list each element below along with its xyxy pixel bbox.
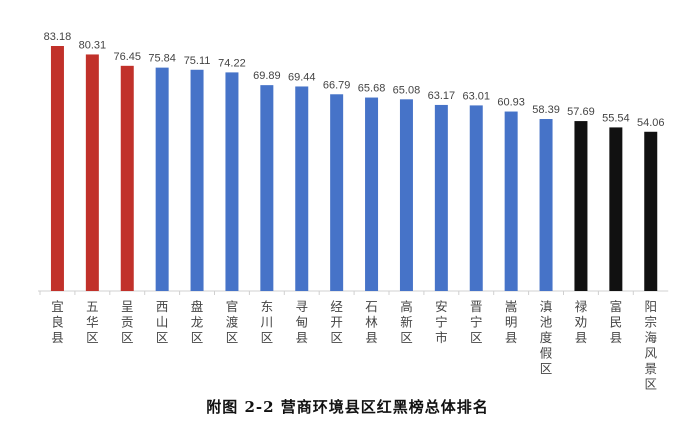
data-label: 63.17 [428,90,456,102]
x-tick-label: 五华区 [86,299,99,345]
x-tick-label: 禄劝县 [575,299,588,345]
bar [434,104,448,292]
bar [190,69,204,292]
bar [399,99,413,291]
data-label: 74.22 [218,57,246,69]
x-tick-label: 官渡区 [226,299,239,345]
data-label: 66.79 [323,79,351,91]
x-tick-label: 晋宁区 [470,299,483,345]
bar [330,94,344,292]
x-tick-label: 嵩明县 [505,299,518,345]
x-tick-label: 安宁市 [435,299,448,345]
data-label: 65.68 [358,83,386,95]
bar [50,46,64,291]
x-tick-label: 经开区 [330,299,343,345]
data-label: 75.11 [184,55,211,67]
data-label: 55.54 [602,112,630,124]
x-tick-label: 滇池度假区 [540,299,553,376]
data-label: 57.69 [567,106,595,118]
data-label: 65.08 [393,84,421,96]
data-label: 58.39 [532,104,560,116]
data-label: 69.44 [288,71,316,83]
chart-title: 附图 2-2 营商环境县区红黑榜总体排名 [206,398,489,416]
bar [469,105,483,291]
data-label: 80.31 [79,39,107,51]
bar [365,97,379,291]
data-label: 76.45 [113,51,141,63]
x-tick-label: 阳宗海风景区 [644,299,657,392]
bar [295,86,309,291]
x-tick-label: 石林县 [365,299,378,345]
data-label: 63.01 [462,90,490,102]
data-label: 75.84 [148,53,176,65]
bar [539,119,553,291]
data-label: 69.89 [253,70,281,82]
x-tick-label: 富民县 [610,299,623,345]
data-label: 54.06 [637,117,665,129]
bar [504,111,518,291]
bar [574,121,588,292]
bar [225,72,239,291]
data-label: 60.93 [497,97,525,109]
bar [609,127,623,291]
x-tick-label: 东川区 [261,299,274,345]
bar [120,65,134,292]
bar [85,54,99,291]
x-tick-label: 呈贡区 [121,299,134,345]
x-tick-label: 寻甸县 [295,299,308,345]
x-tick-label: 西山区 [156,299,169,345]
bar [260,85,274,291]
x-tick-label: 高新区 [400,299,413,345]
bar [644,131,658,291]
x-tick-label: 盘龙区 [191,299,204,345]
data-label: 83.18 [44,31,72,43]
x-tick-label: 宜良县 [51,299,64,345]
bar [155,67,169,291]
